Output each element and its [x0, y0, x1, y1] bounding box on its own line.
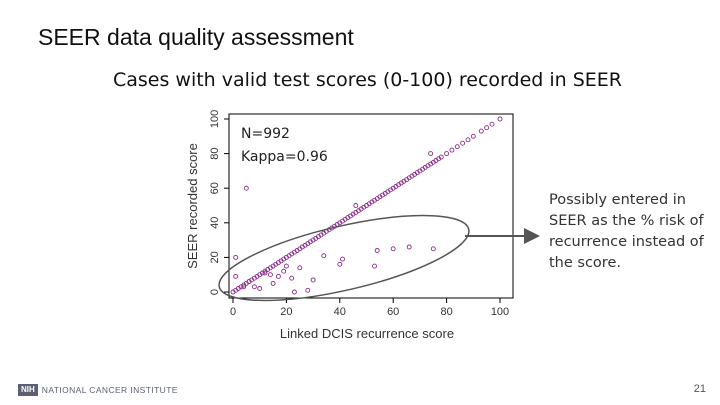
data-point	[289, 275, 295, 281]
data-point	[430, 246, 436, 252]
data-point	[406, 244, 412, 250]
slide-title: SEER data quality assessment	[38, 24, 354, 50]
data-point	[275, 273, 281, 279]
data-point	[374, 248, 380, 253]
y-tick-label: 40	[209, 217, 221, 229]
data-point	[372, 263, 377, 269]
x-tick-label: 20	[280, 306, 292, 318]
page-number: 21	[693, 383, 706, 395]
nih-badge: NIH	[18, 384, 38, 396]
y-tick-label: 0	[209, 289, 221, 295]
stat-kappa: Kappa=0.96	[241, 149, 328, 165]
data-point	[465, 137, 471, 143]
y-tick-label: 60	[209, 182, 221, 194]
data-point	[484, 125, 490, 131]
data-point	[262, 270, 268, 276]
stat-n: N=992	[241, 126, 290, 142]
data-point	[444, 151, 450, 157]
data-point	[449, 147, 455, 153]
data-point	[460, 140, 466, 146]
data-point	[428, 151, 434, 157]
y-tick-label: 20	[209, 251, 221, 263]
data-point	[478, 128, 484, 134]
nci-logo: NIH NATIONAL CANCER INSTITUTE	[18, 383, 178, 397]
data-point	[281, 268, 287, 274]
x-tick-label: 80	[440, 306, 452, 318]
x-tick-label: 0	[230, 306, 236, 318]
data-point	[246, 279, 252, 285]
data-point	[241, 284, 247, 290]
data-point	[337, 261, 343, 267]
data-points	[230, 116, 503, 295]
plot-frame	[228, 113, 514, 299]
data-point	[321, 253, 327, 259]
outlier-ellipse	[218, 214, 470, 302]
data-point	[470, 133, 476, 139]
x-axis-label: Linked DCIS recurrence score	[280, 326, 454, 341]
data-point	[297, 265, 303, 271]
data-point	[353, 203, 359, 208]
y-tick-label: 100	[209, 110, 221, 128]
data-point	[438, 154, 444, 160]
x-tick-label: 40	[334, 306, 346, 318]
data-point	[390, 246, 396, 252]
y-tick-label: 80	[209, 147, 221, 159]
institute-name: NATIONAL CANCER INSTITUTE	[41, 385, 178, 395]
data-point	[270, 280, 276, 286]
data-point	[489, 121, 495, 127]
data-point	[310, 277, 316, 283]
x-tick-label: 100	[491, 306, 509, 318]
data-point	[243, 185, 249, 191]
data-point	[291, 289, 297, 295]
data-point	[340, 256, 345, 262]
data-point	[454, 144, 460, 150]
data-point	[233, 254, 239, 260]
data-point	[283, 263, 289, 269]
data-point	[257, 286, 263, 291]
x-tick-label: 60	[387, 306, 399, 318]
slide-subtitle: Cases with valid test scores (0-100) rec…	[112, 69, 623, 91]
y-axis-label: SEER recorded score	[185, 143, 200, 269]
data-point	[305, 287, 311, 293]
axes: 0 20 40 60 80 100 0 20 40 60 80 100	[209, 110, 509, 318]
data-point	[233, 273, 239, 279]
data-point	[251, 284, 257, 290]
data-point	[497, 116, 503, 122]
data-point	[267, 272, 273, 278]
annotation-text: Possibly entered in SEER as the % risk o…	[549, 192, 704, 271]
